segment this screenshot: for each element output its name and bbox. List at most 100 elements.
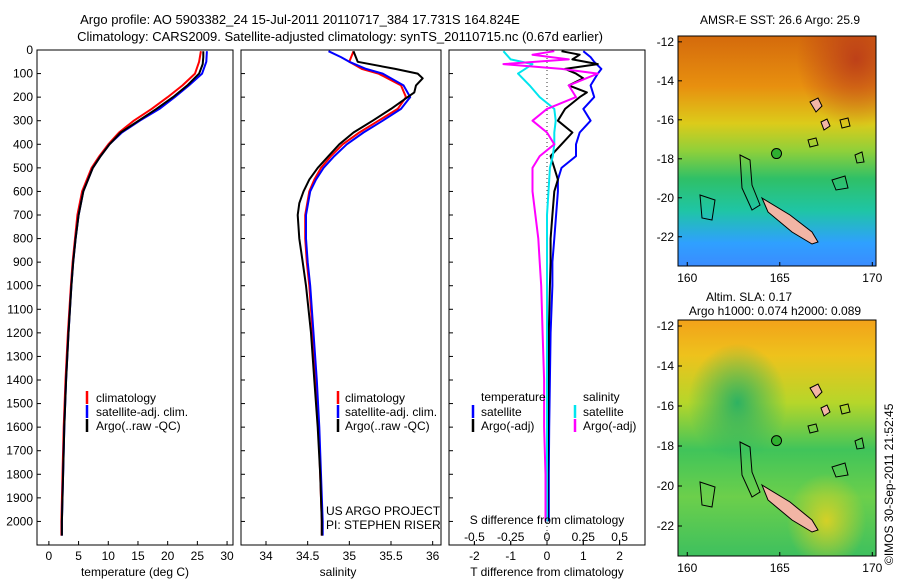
reef-outline	[831, 462, 849, 478]
t-difference-tick-label: 0	[544, 549, 551, 563]
reef-outline	[854, 151, 865, 164]
reef-outline	[839, 117, 851, 129]
t-difference-tick-label: -1	[505, 549, 516, 563]
reef-outline	[831, 175, 849, 191]
depth-tick-label: 500	[13, 161, 33, 175]
t-difference-tick-label: -2	[469, 549, 480, 563]
legend-label-argo: Argo(..raw -QC)	[96, 419, 181, 433]
salinity-tick-label: 34	[259, 549, 273, 563]
legend-label-satellite: satellite-adj. clim.	[96, 405, 188, 419]
latitude-tick-label: -12	[657, 35, 675, 49]
temperature-axes-frame	[36, 49, 234, 546]
salinity-depth-ticks	[241, 49, 245, 522]
title-line-1: Argo profile: AO 5903382_24 15-Jul-2011 …	[80, 12, 520, 27]
depth-tick-label: 300	[13, 114, 33, 128]
series-line-argo-raw-qc-	[296, 50, 424, 536]
longitude-tick-label: 170	[862, 271, 882, 285]
longitude-tick-label: 165	[770, 271, 790, 285]
depth-tick-label: 1100	[7, 302, 33, 316]
latitude-tick-label: -20	[657, 479, 675, 493]
salinity-xlabel: salinity	[320, 565, 357, 579]
longitude-tick-label: 160	[677, 561, 697, 575]
depth-tick-label: 0	[26, 43, 33, 57]
depth-tick-label: 400	[13, 137, 33, 151]
legend-label-climatology: climatology	[96, 391, 156, 405]
reef-outline	[699, 481, 716, 508]
latitude-tick-label: -14	[657, 359, 675, 373]
sst-map-panel: AMSR-E SST: 26.6 Argo: 25.9 -12 -14 -16 -18…	[657, 13, 883, 285]
difference-depth-ticks	[449, 49, 453, 522]
title-line-2: Climatology: CARS2009. Satellite-adjuste…	[77, 29, 603, 44]
sla-map-ticks: -12 -14 -16 -18 -20 -22 160 165 170	[657, 319, 883, 575]
legend-label-s-argo: Argo(-adj)	[583, 419, 636, 433]
temperature-tick-label: 5	[75, 549, 82, 563]
depth-tick-label: 900	[13, 255, 33, 269]
depth-tick-label: 1300	[6, 349, 33, 363]
temperature-tick-label: 20	[161, 549, 175, 563]
small-island	[820, 118, 831, 131]
depth-tick-label: 800	[13, 232, 33, 246]
legend-label-t-argo: Argo(-adj)	[481, 419, 534, 433]
depth-ticks: 0 100 200 300 400 500 600 700 800 900 1000 1100 1200…	[6, 43, 41, 528]
temperature-profiles	[60, 51, 208, 536]
latitude-tick-label: -18	[657, 152, 675, 166]
depth-tick-label: 1000	[6, 279, 33, 293]
argo-float-marker	[771, 148, 783, 160]
depth-tick-label: 1200	[6, 326, 33, 340]
temperature-legend: climatology satellite-adj. clim. Argo(..…	[85, 391, 188, 433]
sla-map-panel: Altim. SLA: 0.17 Argo h1000: 0.074 h2000…	[657, 290, 883, 575]
latitude-tick-label: -12	[657, 319, 675, 333]
s-difference-tick-label: -0.25	[497, 530, 525, 544]
depth-tick-label: 2000	[6, 514, 33, 528]
t-difference-ticks: -2 -1 0 1 2	[469, 541, 623, 563]
project-line-1: US ARGO PROJECT	[326, 504, 441, 518]
sst-map-title: AMSR-E SST: 26.6 Argo: 25.9	[700, 13, 860, 27]
latitude-tick-label: -22	[657, 230, 675, 244]
sla-map-title-line-1: Altim. SLA: 0.17	[706, 290, 792, 304]
salinity-legend: climatology satellite-adj. clim. Argo(..…	[336, 391, 437, 433]
latitude-tick-label: -18	[657, 439, 675, 453]
salinity-tick-label: 35	[343, 549, 357, 563]
depth-tick-label: 200	[13, 90, 33, 104]
temperature-tick-label: 0	[46, 549, 53, 563]
reef-outline	[739, 441, 761, 498]
depth-tick-label: 100	[13, 67, 33, 81]
longitude-tick-label: 160	[677, 271, 697, 285]
small-island	[809, 97, 823, 113]
temperature-tick-label: 15	[131, 549, 145, 563]
new-caledonia-island	[760, 196, 819, 245]
difference-profiles	[502, 50, 603, 522]
reef-outline	[807, 137, 819, 148]
depth-tick-label: 1700	[6, 444, 33, 458]
s-difference-tick-label: 0.5	[611, 530, 628, 544]
sst-map-frame	[677, 35, 877, 267]
series-line-satellite-adj-clim-	[305, 50, 412, 536]
t-difference-tick-label: 1	[580, 549, 587, 563]
legend-label-satellite: satellite-adj. clim.	[345, 405, 437, 419]
s-difference-tick-label: -0.5	[464, 530, 485, 544]
depth-tick-label: 1800	[6, 467, 33, 481]
reef-outline	[854, 437, 865, 450]
temperature-ticks: 0 5 10 15 20 25 30	[46, 541, 234, 563]
timestamp: ©IMOS 30-Sep-2011 21:52:45	[882, 403, 896, 565]
depth-tick-label: 1900	[6, 491, 33, 505]
salinity-panel: 34 34.5 35 35.5 36 climatology satellite-adj…	[240, 49, 442, 579]
reef-outline	[807, 423, 819, 434]
depth-tick-label: 600	[13, 184, 33, 198]
sla-coastlines	[699, 383, 865, 533]
reef-outline	[739, 154, 761, 211]
salinity-axes-frame	[240, 49, 442, 546]
longitude-tick-label: 170	[862, 561, 882, 575]
difference-legend: temperature salinity satellite Argo(-adj…	[471, 390, 636, 433]
salinity-ticks: 34 34.5 35 35.5 36	[259, 541, 440, 563]
s-difference-ticks: -0.5 -0.25 0 0.25 0.5	[464, 530, 628, 545]
depth-tick-label: 1400	[6, 373, 33, 387]
t-difference-label: T difference from climatology	[470, 565, 624, 579]
salinity-tick-label: 35.5	[379, 549, 403, 563]
latitude-tick-label: -16	[657, 113, 675, 127]
depth-tick-label: 1500	[6, 397, 33, 411]
s-difference-tick-label: 0.25	[572, 530, 596, 544]
sst-map-ticks: -12 -14 -16 -18 -20 -22 160 165 170	[657, 35, 883, 285]
temperature-panel: 0100200300400500600700800900100011001200…	[6, 43, 234, 579]
